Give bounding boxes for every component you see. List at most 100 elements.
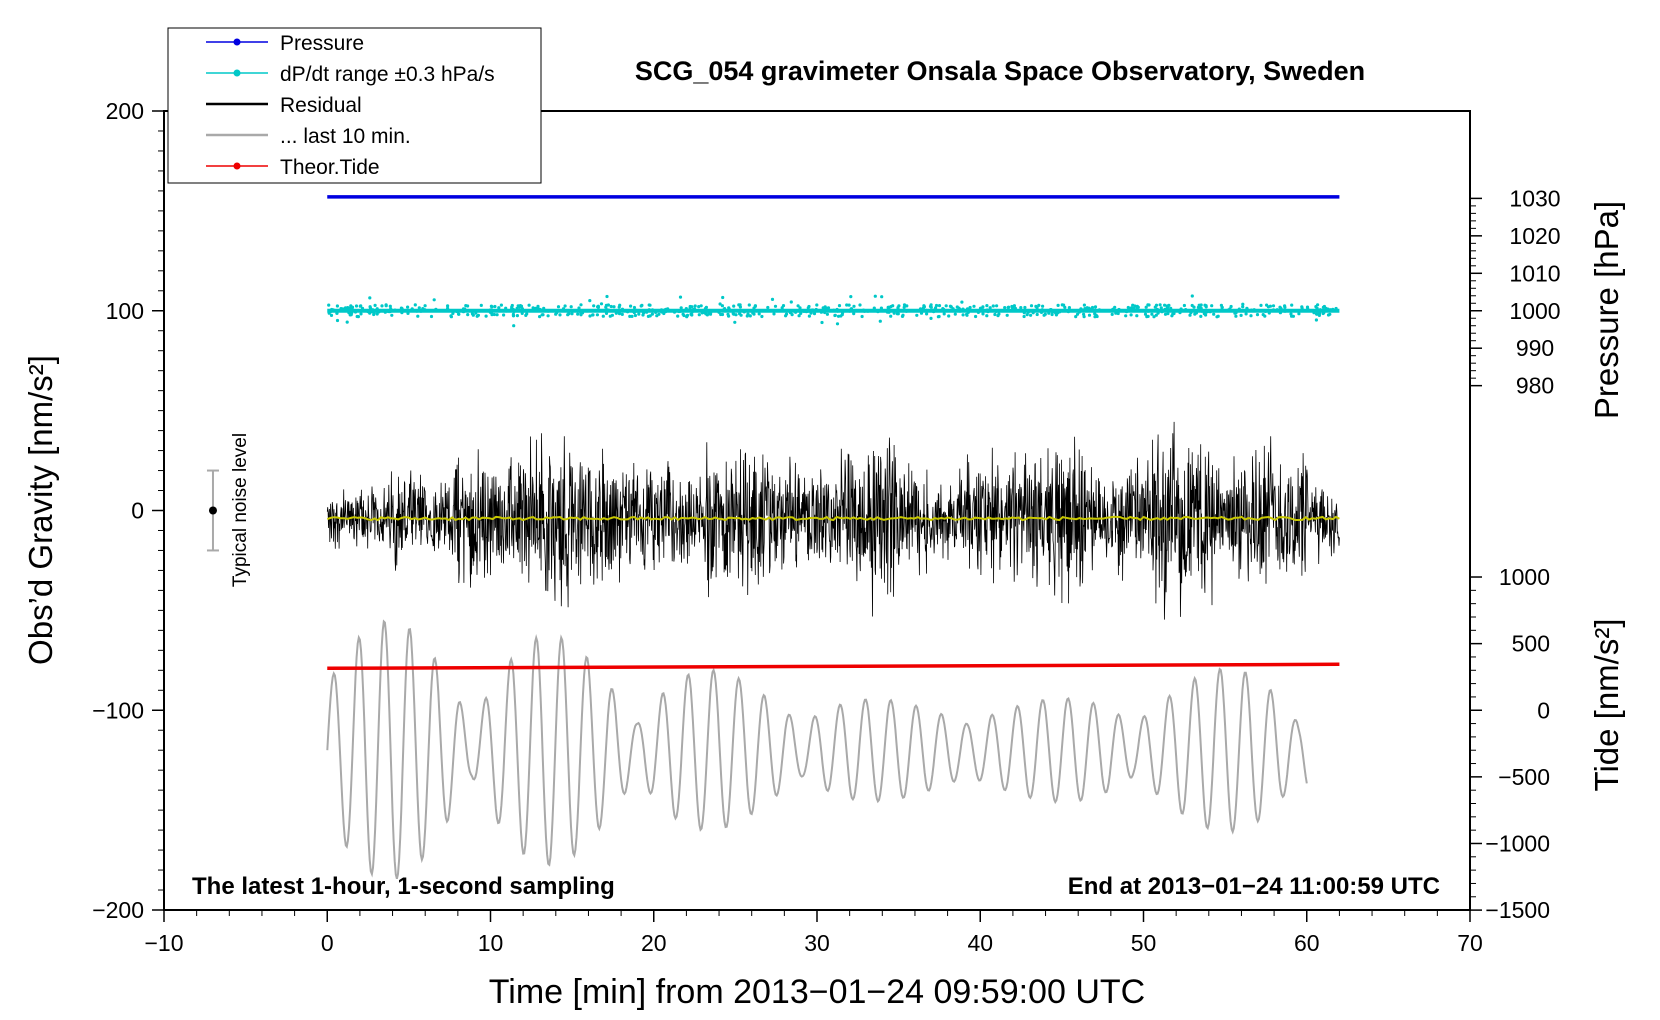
legend-marker xyxy=(233,38,241,46)
dpdt-point xyxy=(1252,308,1256,312)
pressure-tick-label: 1020 xyxy=(1509,223,1560,249)
dpdt-point xyxy=(1314,318,1318,322)
dpdt-point xyxy=(1283,304,1287,308)
dpdt-point xyxy=(1233,311,1237,315)
dpdt-point xyxy=(446,306,450,310)
dpdt-point xyxy=(699,304,703,308)
dpdt-point xyxy=(1275,308,1279,312)
dpdt-point xyxy=(381,309,385,313)
dpdt-point xyxy=(934,306,938,310)
dpdt-point xyxy=(961,307,965,311)
dpdt-point xyxy=(833,313,837,318)
dpdt-point xyxy=(470,309,474,313)
dpdt-point xyxy=(1312,311,1316,315)
dpdt-point xyxy=(446,304,450,308)
dpdt-point xyxy=(1117,309,1121,313)
pressure-tick-label: 990 xyxy=(1516,335,1554,361)
dpdt-point xyxy=(928,304,933,308)
dpdt-point xyxy=(732,308,736,312)
dpdt-point xyxy=(416,314,420,318)
dpdt-point xyxy=(388,304,392,308)
dpdt-point xyxy=(681,312,685,316)
dpdt-point xyxy=(1166,312,1170,316)
dpdt-point xyxy=(1239,313,1243,317)
dpdt-point xyxy=(832,308,836,312)
dpdt-point xyxy=(536,304,540,308)
dpdt-point xyxy=(1124,314,1128,318)
x-tick-label: 40 xyxy=(967,930,993,956)
dpdt-point xyxy=(1019,306,1023,310)
dpdt-point xyxy=(947,314,951,318)
dpdt-point xyxy=(748,314,752,318)
dpdt-point xyxy=(646,314,651,318)
dpdt-point xyxy=(732,304,736,308)
dpdt-point xyxy=(493,304,497,309)
dpdt-point xyxy=(841,311,845,315)
x-tick-label: 30 xyxy=(804,930,830,956)
dpdt-point xyxy=(588,314,592,318)
dpdt-point xyxy=(1158,303,1162,307)
dpdt-point xyxy=(974,314,978,319)
dpdt-point xyxy=(1146,314,1150,318)
x-tick-label: 50 xyxy=(1131,930,1157,956)
dpdt-point xyxy=(925,312,929,316)
dpdt-point xyxy=(596,305,601,309)
dpdt-point xyxy=(1135,306,1139,310)
x-tick-label: 60 xyxy=(1294,930,1320,956)
dpdt-point xyxy=(1315,312,1319,316)
dpdt-point xyxy=(1060,303,1064,307)
dpdt-point xyxy=(896,308,900,312)
dpdt-point xyxy=(721,295,725,300)
dpdt-point xyxy=(812,312,817,316)
y-tick-label: 100 xyxy=(106,298,144,324)
dpdt-point xyxy=(347,311,351,315)
dpdt-point xyxy=(1124,310,1129,314)
dpdt-point xyxy=(660,310,664,314)
dpdt-point xyxy=(679,306,683,310)
legend-marker xyxy=(233,162,241,170)
dpdt-point xyxy=(1129,313,1133,317)
dpdt-point xyxy=(406,305,410,309)
dpdt-point xyxy=(620,312,624,316)
dpdt-point xyxy=(605,294,609,299)
dpdt-point xyxy=(876,310,880,314)
dpdt-point xyxy=(901,313,905,317)
dpdt-point xyxy=(690,313,694,317)
dpdt-point xyxy=(519,304,524,308)
dpdt-point xyxy=(585,309,589,313)
dpdt-point xyxy=(350,305,355,309)
dpdt-point xyxy=(985,308,989,312)
dpdt-point xyxy=(630,314,634,318)
dpdt-point xyxy=(1241,305,1245,309)
dpdt-point xyxy=(610,313,615,317)
dpdt-point xyxy=(1144,305,1148,309)
dpdt-point xyxy=(1220,305,1224,309)
dpdt-point xyxy=(678,295,683,299)
dpdt-point xyxy=(373,309,377,313)
dpdt-point xyxy=(1334,306,1338,311)
dpdt-point xyxy=(368,306,373,310)
dpdt-point xyxy=(1006,305,1010,310)
dpdt-point xyxy=(1266,305,1270,309)
dpdt-point xyxy=(929,316,933,320)
dpdt-point xyxy=(1050,312,1054,317)
dpdt-point xyxy=(328,310,332,314)
dpdt-point xyxy=(1005,313,1009,317)
series-last-10-min xyxy=(326,619,1308,880)
series-theor-tide xyxy=(327,662,1340,671)
tide-tick-label: 500 xyxy=(1512,631,1550,657)
dpdt-point xyxy=(807,304,811,309)
dpdt-point xyxy=(1010,304,1014,309)
dpdt-point xyxy=(1056,303,1060,307)
dpdt-point xyxy=(497,306,501,310)
dpdt-point xyxy=(1071,309,1075,313)
dpdt-point xyxy=(1199,314,1203,318)
dpdt-point xyxy=(1322,309,1326,313)
dpdt-point xyxy=(479,309,483,313)
dpdt-point xyxy=(697,313,701,317)
dpdt-point xyxy=(807,314,812,318)
dpdt-point xyxy=(617,305,621,309)
dpdt-point xyxy=(1031,311,1035,315)
dpdt-point xyxy=(515,314,520,318)
dpdt-point xyxy=(335,311,339,315)
